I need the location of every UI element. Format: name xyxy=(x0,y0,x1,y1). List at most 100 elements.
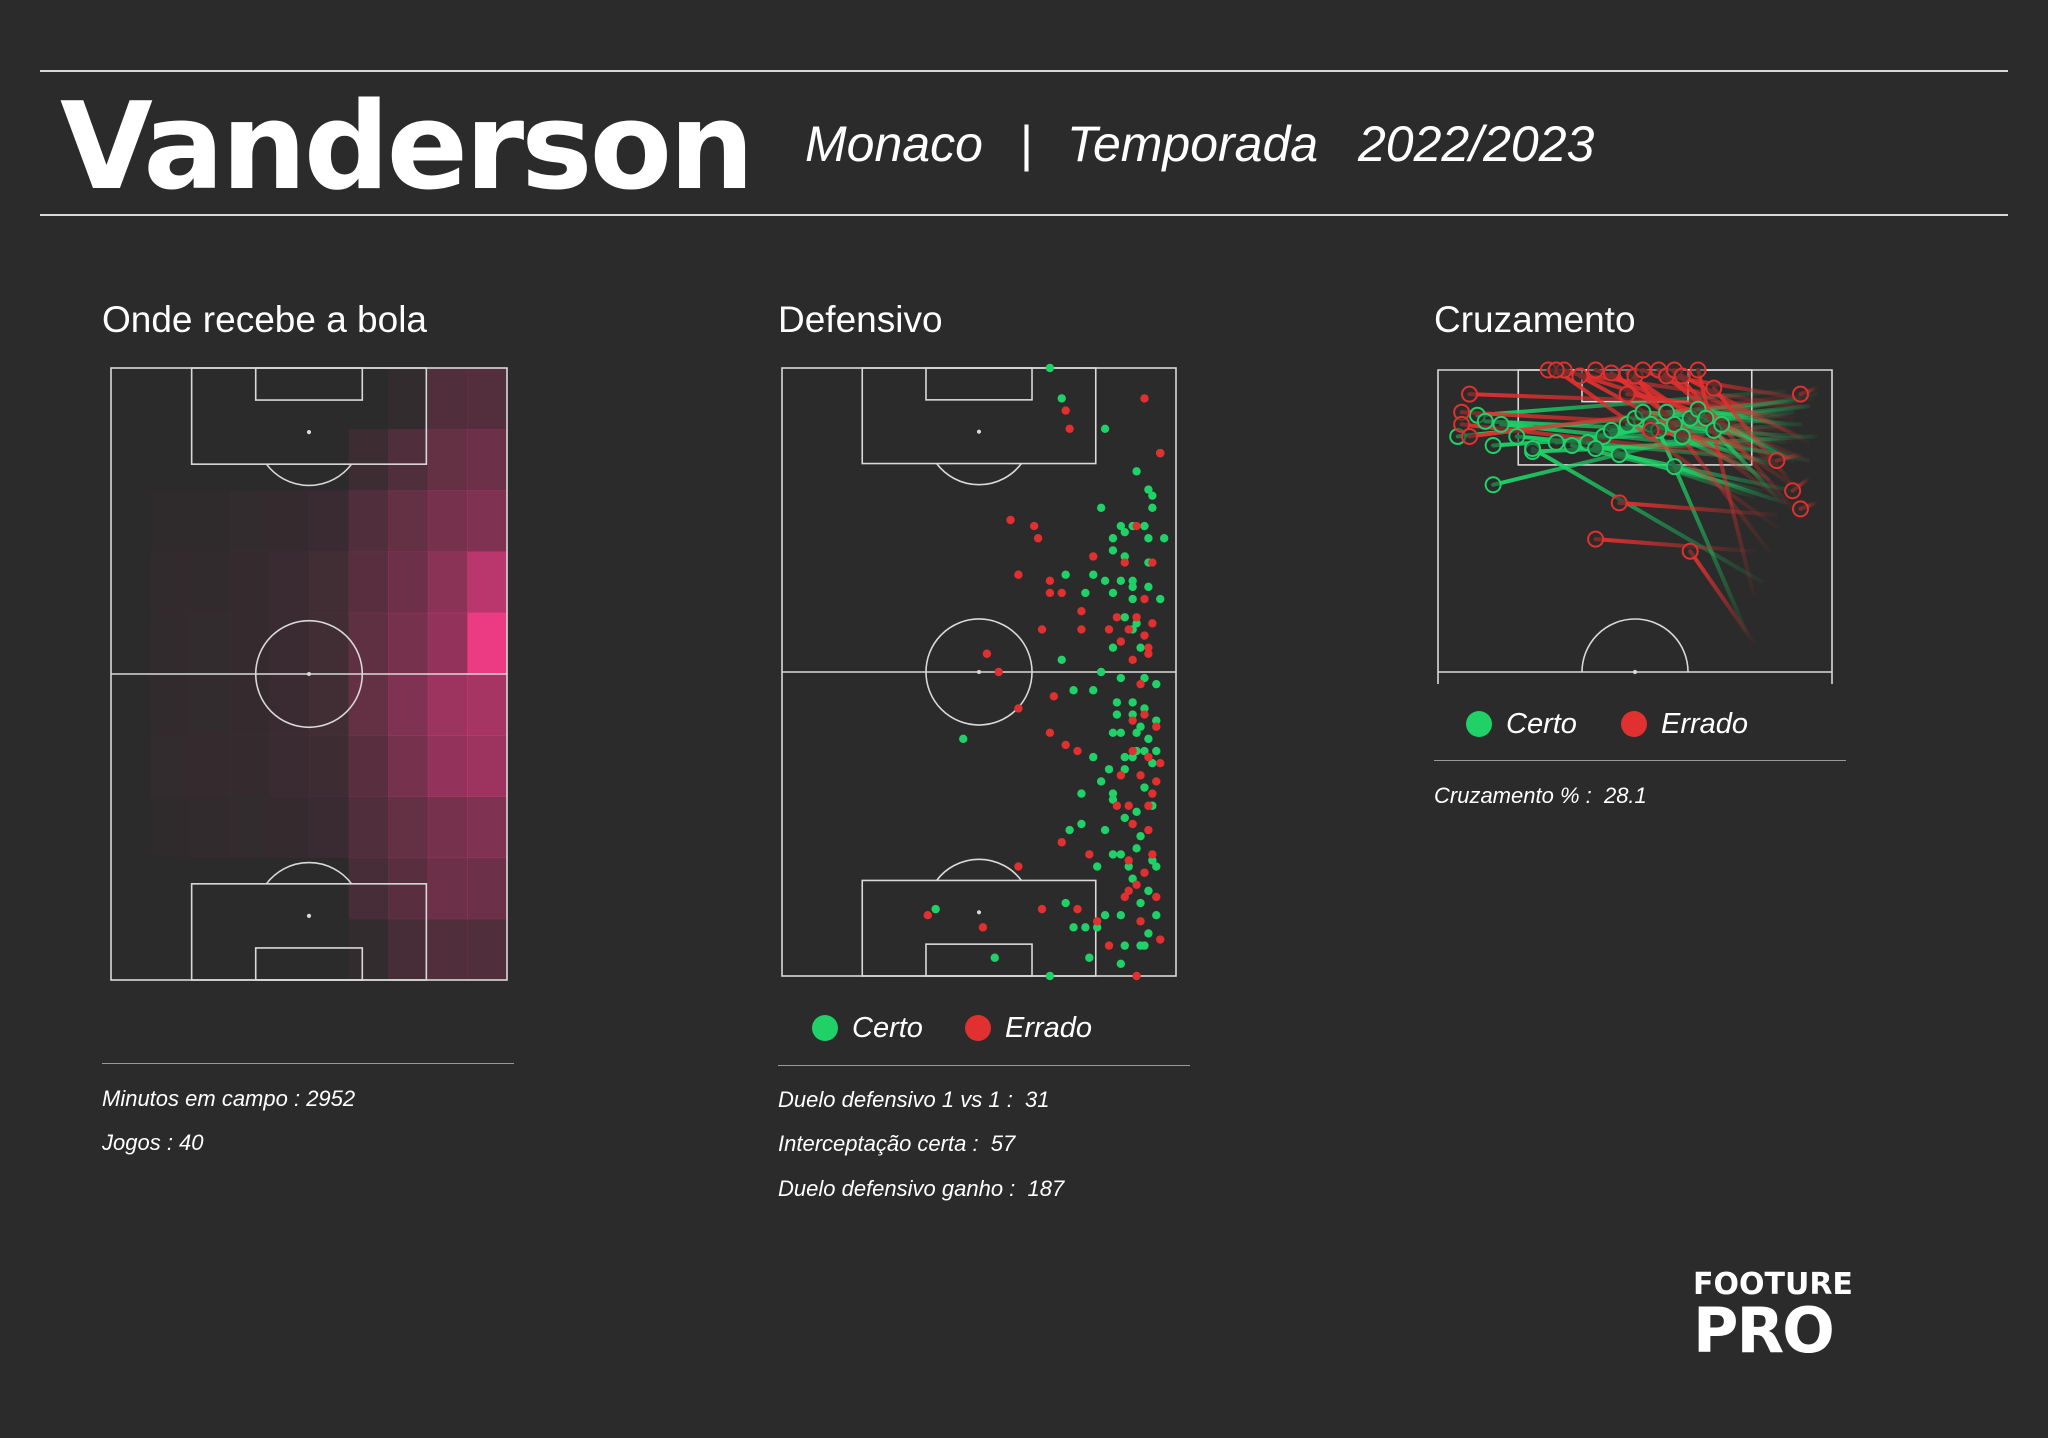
success-point xyxy=(1148,491,1157,500)
fail-dot-icon xyxy=(965,1015,991,1041)
success-point xyxy=(1069,923,1078,932)
fail-cross-origin xyxy=(1689,361,1707,379)
fail-cross-origin xyxy=(1602,364,1620,382)
heat-cell xyxy=(348,612,389,675)
heat-cell xyxy=(467,612,508,675)
success-point xyxy=(1140,521,1149,531)
heatmap-pitch xyxy=(110,367,508,981)
heat-cell xyxy=(309,796,350,859)
fail-cross-origin xyxy=(1587,361,1605,379)
heat-cell xyxy=(467,857,508,920)
season-label: Temporada xyxy=(1067,116,1319,172)
heat-cell xyxy=(388,735,429,797)
fail-point xyxy=(1140,394,1149,403)
heat-cell xyxy=(151,674,191,736)
fail-cross-line xyxy=(1688,549,1756,644)
fail-point xyxy=(1156,448,1165,458)
fail-point xyxy=(1128,746,1137,756)
heat-cell xyxy=(190,674,231,736)
success-cross-origin xyxy=(1508,427,1526,445)
header-top-rule xyxy=(40,70,2008,72)
fail-cross-line xyxy=(1633,374,1771,554)
fail-point xyxy=(1014,862,1023,871)
fail-point xyxy=(1140,631,1149,640)
fail-point xyxy=(1156,759,1165,768)
fail-point xyxy=(1037,625,1047,634)
success-point xyxy=(1065,825,1074,835)
fail-point xyxy=(1152,892,1161,902)
defensive-divider xyxy=(778,1065,1190,1066)
fail-dot-icon xyxy=(1621,711,1647,737)
center-spot xyxy=(1632,669,1638,675)
logo-line1: FOOTURE xyxy=(1693,1267,1853,1302)
success-point xyxy=(1089,570,1098,579)
penalty-arc xyxy=(265,463,353,487)
success-point xyxy=(1128,576,1137,585)
fail-point xyxy=(1136,771,1145,780)
fail-point xyxy=(1128,716,1137,725)
success-point xyxy=(1152,716,1161,725)
success-point xyxy=(1116,728,1126,737)
heat-cell xyxy=(309,735,350,797)
success-point xyxy=(1089,752,1098,762)
success-point xyxy=(1081,923,1090,932)
success-cross-line xyxy=(1672,464,1787,505)
heat-cell xyxy=(467,429,508,491)
success-point xyxy=(1112,710,1122,719)
heat-cell xyxy=(190,796,230,858)
success-point xyxy=(1120,613,1129,622)
success-point xyxy=(1120,765,1129,774)
heat-cell xyxy=(269,551,310,614)
penalty-arc xyxy=(935,858,1023,881)
success-point xyxy=(1093,923,1102,932)
success-point xyxy=(1136,898,1145,908)
success-point xyxy=(1120,752,1129,762)
title-separator: | xyxy=(1020,116,1033,172)
fail-cross-origin xyxy=(1547,361,1565,379)
fail-point xyxy=(1045,588,1055,598)
success-point xyxy=(1116,521,1126,531)
success-cross-origin xyxy=(1634,403,1652,421)
fail-point xyxy=(1136,679,1145,689)
heat-cell xyxy=(427,612,468,675)
heat-cell xyxy=(269,735,310,797)
success-point xyxy=(1144,485,1153,494)
fail-point xyxy=(1120,892,1129,902)
fail-point xyxy=(1124,625,1133,634)
heat-cell xyxy=(309,490,350,553)
success-point xyxy=(1128,710,1137,719)
success-point xyxy=(1045,363,1055,373)
fail-point xyxy=(1057,838,1066,847)
heat-cell xyxy=(348,796,389,859)
penalty-area xyxy=(861,367,1097,465)
success-cross-origin xyxy=(1587,440,1605,458)
fail-point xyxy=(1152,722,1161,731)
fail-point xyxy=(1014,570,1023,579)
defensive-legend-success: Certo xyxy=(812,1008,923,1048)
success-point xyxy=(1120,813,1129,823)
success-point xyxy=(1120,527,1129,537)
penalty-spot xyxy=(976,910,982,915)
fail-cross-origin xyxy=(1634,361,1652,379)
pitch-lines xyxy=(781,367,1177,977)
success-point xyxy=(1132,619,1141,628)
heat-cell xyxy=(190,552,230,614)
cross-pct-stat: Cruzamento % : 28.1 xyxy=(1434,783,1647,808)
success-dot-icon xyxy=(812,1015,838,1041)
success-point xyxy=(1061,898,1070,908)
goal-area xyxy=(254,947,364,981)
fail-point xyxy=(1128,819,1137,829)
fail-point xyxy=(1065,424,1074,433)
success-point xyxy=(1152,862,1161,871)
success-point xyxy=(1159,534,1169,543)
fail-point xyxy=(1132,613,1141,622)
heat-cell xyxy=(467,674,508,736)
fail-point xyxy=(1148,619,1157,628)
success-point xyxy=(1140,746,1149,756)
fail-point xyxy=(1045,576,1055,585)
success-cross-origin xyxy=(1476,412,1494,430)
legend-fail-label: Errado xyxy=(1661,708,1749,740)
fail-cross-line xyxy=(1617,500,1779,517)
legend-fail-label: Errado xyxy=(1005,1012,1093,1044)
club-name: Monaco xyxy=(805,116,983,172)
